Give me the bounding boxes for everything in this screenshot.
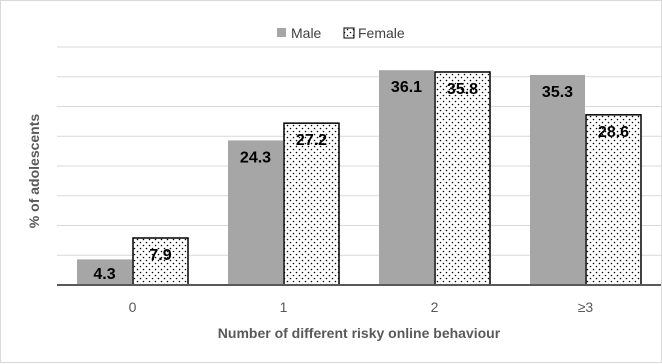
bars (77, 70, 642, 286)
x-tick-label-1: 1 (280, 299, 288, 315)
bar-male-3 (530, 74, 585, 285)
legend: Male Female (277, 25, 405, 41)
bar-male-0 (77, 259, 132, 285)
data-label-female-3: 28.6 (598, 124, 629, 141)
y-axis-title: % of adolescents (26, 114, 42, 229)
bar-male-2 (379, 70, 434, 285)
bar-female-0 (132, 237, 189, 286)
x-tick-label-3: ≥3 (578, 299, 594, 315)
data-label-male-3: 35.3 (542, 84, 573, 101)
gridlines (57, 46, 661, 256)
data-label-male-0: 4.3 (93, 266, 115, 283)
data-label-male-1: 24.3 (240, 149, 271, 166)
legend-label-male: Male (291, 25, 322, 41)
legend-label-female: Female (358, 25, 405, 41)
data-labels: 4.3 7.9 24.3 27.2 36.1 35.8 35.3 28.6 (93, 79, 629, 283)
data-label-male-2: 36.1 (391, 79, 422, 96)
bar-female-3 (585, 114, 642, 286)
x-tick-label-0: 0 (129, 299, 137, 315)
data-label-female-2: 35.8 (447, 81, 478, 98)
bar-male-1 (228, 140, 283, 285)
x-axis-title: Number of different risky online behavio… (218, 325, 501, 341)
data-label-female-1: 27.2 (296, 132, 327, 149)
x-tick-label-2: 2 (431, 299, 439, 315)
x-axis: 0 1 2 ≥3 (57, 284, 661, 315)
data-label-female-0: 7.9 (149, 247, 171, 264)
legend-swatch-male (277, 28, 286, 37)
bar-female-1 (283, 122, 340, 286)
legend-swatch-female (343, 27, 355, 39)
bar-female-2 (434, 71, 491, 286)
